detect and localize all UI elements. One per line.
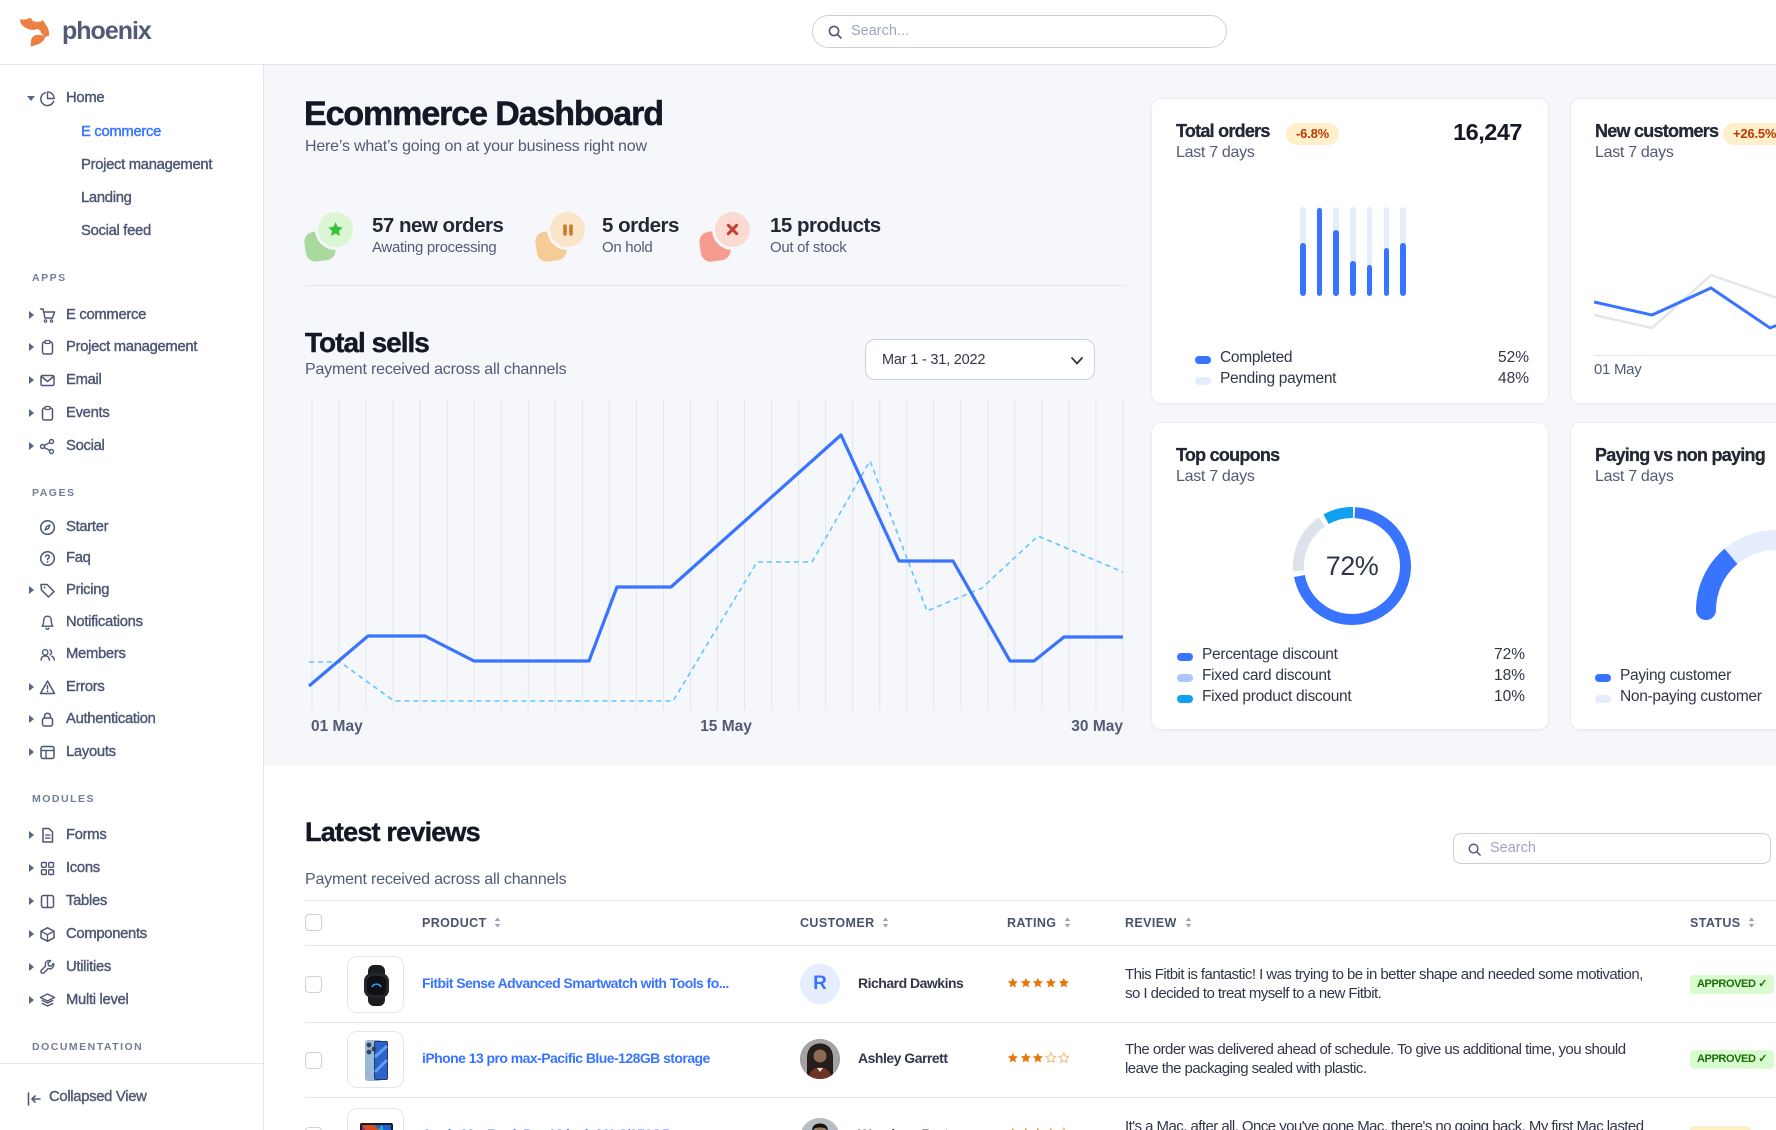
svg-text:30 May: 30 May [1071,718,1123,735]
svg-text:15 May: 15 May [700,718,752,735]
svg-text:01 May: 01 May [311,718,363,735]
svg-text:72%: 72% [1326,551,1379,581]
